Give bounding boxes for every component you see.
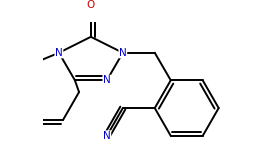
Text: N: N xyxy=(119,48,127,58)
Text: N: N xyxy=(103,131,111,141)
Text: N: N xyxy=(55,48,63,58)
Text: N: N xyxy=(103,75,111,85)
Text: O: O xyxy=(87,0,95,10)
